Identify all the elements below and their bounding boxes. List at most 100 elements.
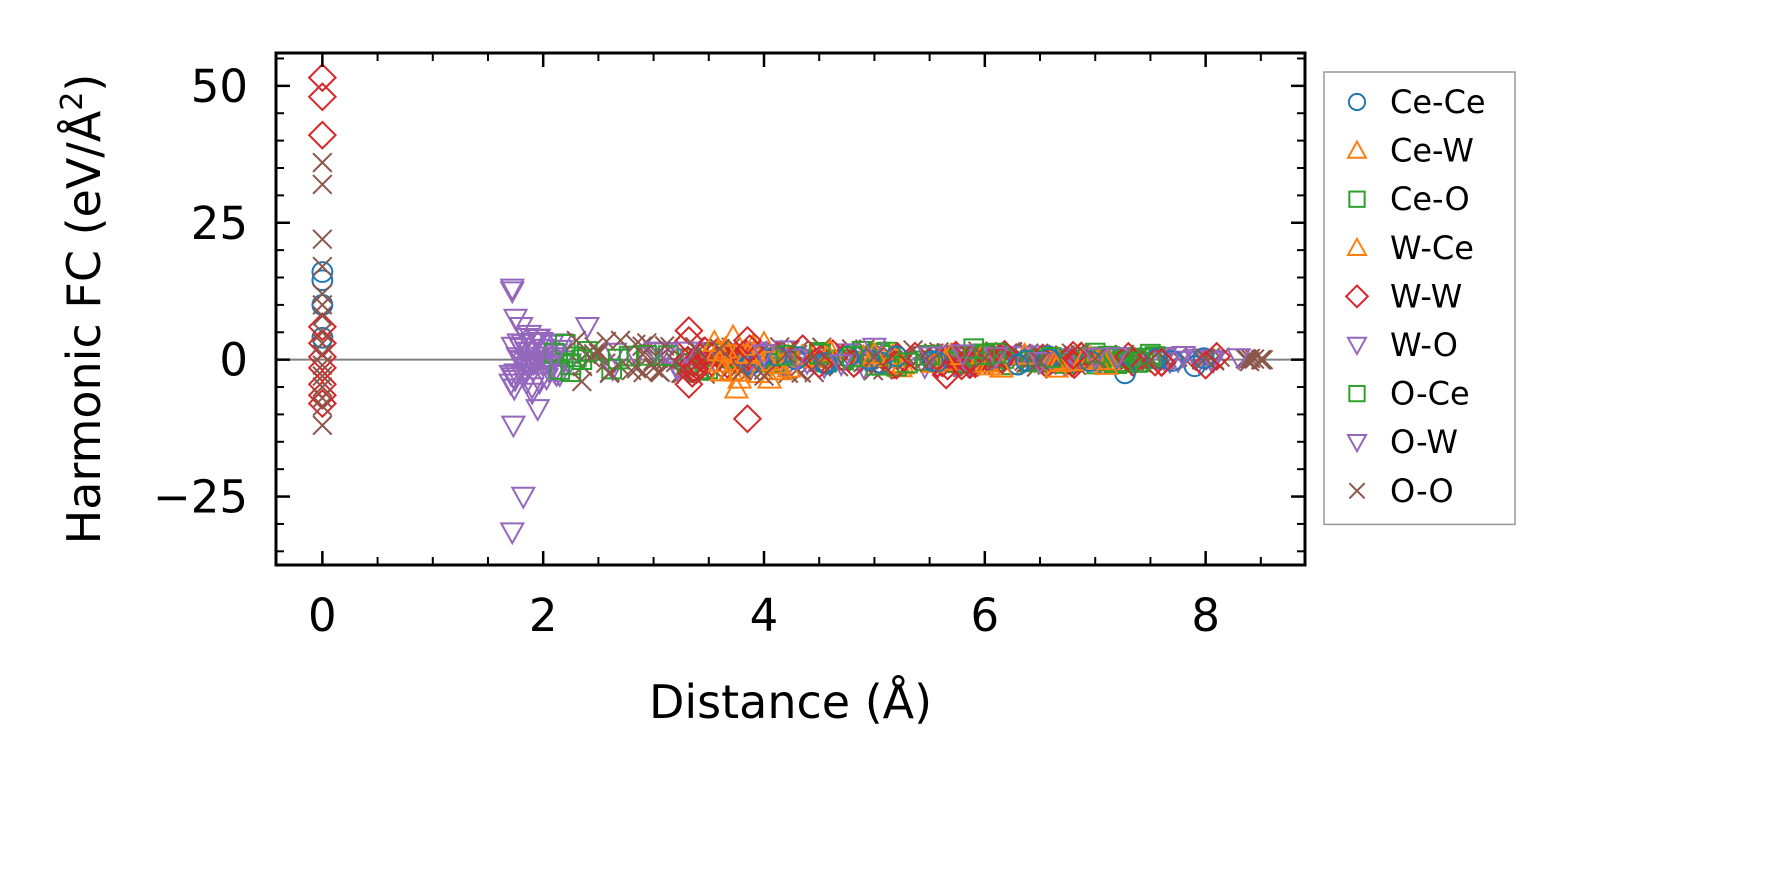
data-point xyxy=(312,229,333,250)
data-point xyxy=(513,327,540,351)
data-point xyxy=(704,338,731,362)
legend-item: O-Ce xyxy=(1348,375,1470,413)
data-point xyxy=(508,316,534,340)
data-point xyxy=(311,261,334,283)
data-point xyxy=(601,358,623,380)
data-point xyxy=(524,399,551,422)
data-point xyxy=(588,341,609,362)
data-point xyxy=(1029,351,1051,372)
x-tick-label: 4 xyxy=(750,589,779,642)
data-points xyxy=(307,63,1274,546)
data-point xyxy=(312,387,333,409)
data-point xyxy=(1058,340,1088,370)
data-point xyxy=(861,337,888,361)
data-point xyxy=(732,325,763,356)
data-point xyxy=(501,378,528,402)
y-axis-label-close: ) xyxy=(57,74,111,92)
data-point xyxy=(312,152,333,173)
legend-marker xyxy=(1346,434,1368,454)
data-point xyxy=(549,359,571,380)
data-point xyxy=(312,174,333,195)
data-point xyxy=(312,415,333,436)
data-point xyxy=(312,322,333,343)
data-point xyxy=(312,355,333,376)
data-point xyxy=(864,346,885,367)
legend-marker xyxy=(1348,190,1366,208)
data-point xyxy=(307,120,337,150)
y-axis-label: Harmonic FC (eV/Å2) xyxy=(55,74,111,545)
data-point xyxy=(610,330,631,351)
data-point xyxy=(312,344,333,365)
data-point xyxy=(767,357,793,381)
legend-label: Ce-W xyxy=(1390,132,1474,170)
series-O-O xyxy=(312,152,1271,436)
legend-item: W-Ce xyxy=(1346,229,1474,267)
legend-label: W-W xyxy=(1390,277,1462,315)
data-point xyxy=(718,357,744,381)
data-point xyxy=(788,334,818,364)
data-point xyxy=(756,365,783,389)
data-point xyxy=(776,344,797,365)
data-point xyxy=(963,338,985,360)
data-point xyxy=(307,82,337,112)
legend: Ce-Ce Ce-W Ce-O W-Ce W-W W-O O-Ce O-W O-O xyxy=(1323,71,1516,526)
legend-item: Ce-W xyxy=(1346,132,1474,170)
data-point xyxy=(312,376,333,398)
legend-item: Ce-Ce xyxy=(1347,83,1486,121)
data-point xyxy=(510,486,537,510)
data-point xyxy=(312,283,333,304)
legend-label: O-Ce xyxy=(1390,375,1470,413)
data-point xyxy=(1226,348,1252,372)
data-point xyxy=(307,380,337,410)
legend-marker xyxy=(1346,236,1368,256)
data-point xyxy=(989,339,1020,370)
y-axis-label-superscript: 2 xyxy=(55,92,90,111)
data-point xyxy=(530,338,556,362)
data-point xyxy=(312,294,333,315)
data-point xyxy=(311,269,334,292)
data-point xyxy=(687,341,708,362)
data-point xyxy=(751,344,777,368)
data-point xyxy=(703,337,733,367)
data-point xyxy=(632,344,653,365)
data-point xyxy=(974,344,996,366)
data-point xyxy=(506,333,532,357)
data-point xyxy=(678,354,708,384)
data-point xyxy=(974,347,995,369)
data-point xyxy=(753,366,775,387)
data-point xyxy=(674,341,700,365)
legend-label: W-Ce xyxy=(1390,229,1474,267)
legend-item: O-W xyxy=(1346,423,1458,461)
data-point xyxy=(530,355,556,379)
data-point xyxy=(886,355,907,377)
legend-item: W-W xyxy=(1344,277,1462,315)
data-point xyxy=(674,369,704,399)
data-point xyxy=(828,354,854,378)
legend-label: Ce-O xyxy=(1390,180,1470,218)
x-tick-label: 6 xyxy=(970,589,999,642)
data-point xyxy=(983,347,1009,370)
data-point xyxy=(897,352,918,374)
data-point xyxy=(307,328,337,358)
data-point xyxy=(571,371,592,392)
series-W-O xyxy=(499,278,1252,546)
data-point xyxy=(861,341,888,364)
data-point xyxy=(1082,347,1108,371)
data-point xyxy=(732,404,763,434)
data-point xyxy=(804,349,834,379)
legend-label: O-O xyxy=(1390,472,1454,510)
data-point xyxy=(576,341,598,362)
plot-frame xyxy=(274,51,1307,567)
x-axis-label: Distance (Å) xyxy=(649,675,932,729)
data-point xyxy=(1140,350,1161,371)
data-point xyxy=(701,329,728,352)
legend-marker xyxy=(1346,336,1368,357)
data-point xyxy=(1007,353,1029,376)
data-point xyxy=(1170,346,1197,369)
data-point xyxy=(626,358,647,379)
data-point xyxy=(709,338,730,359)
axis-ticks xyxy=(276,53,1305,565)
data-point xyxy=(643,357,664,378)
legend-marker xyxy=(1346,139,1368,159)
